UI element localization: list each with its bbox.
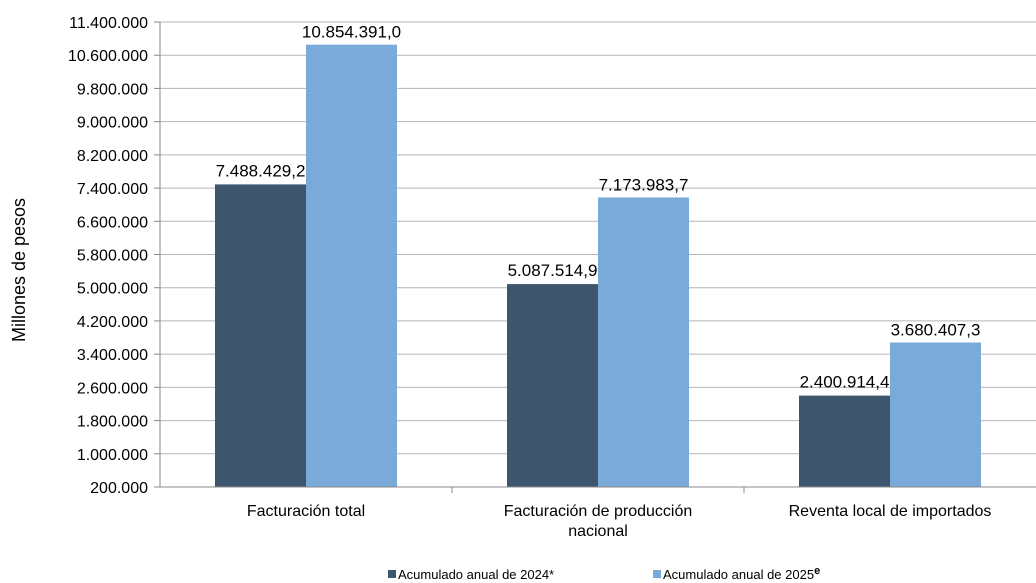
x-tick-label: Reventa local de importados: [789, 503, 992, 520]
bar: [598, 197, 689, 487]
y-tick-label: 8.200.000: [77, 148, 148, 165]
y-tick-label: 200.000: [90, 480, 148, 497]
data-label: 2.400.914,4: [800, 373, 890, 392]
y-tick-label: 3.400.000: [77, 347, 148, 364]
bar: [507, 284, 598, 487]
y-tick-label: 5.000.000: [77, 281, 148, 298]
legend-swatch: [388, 570, 396, 578]
legend: Acumulado anual de 2024* Acumulado anual …: [388, 565, 820, 582]
legend-superscript: e: [814, 565, 820, 577]
y-tick-label: 9.000.000: [77, 115, 148, 132]
bar: [306, 44, 397, 487]
y-tick-label: 11.400.000: [69, 15, 148, 32]
y-tick-label: 6.600.000: [77, 214, 148, 231]
y-tick-label: 4.200.000: [77, 314, 148, 331]
y-tick-label: 9.800.000: [77, 81, 148, 98]
y-tick-label: 7.400.000: [77, 181, 148, 198]
x-tick-label: nacional: [568, 523, 628, 540]
legend-label: Acumulado anual de 2025e: [663, 565, 820, 582]
x-tick-label: Facturación total: [247, 503, 365, 520]
data-label: 7.173.983,7: [599, 175, 689, 194]
data-labels: 7.488.429,2 10.854.391,0 5.087.514,9 7.173.…: [216, 23, 981, 392]
data-label: 3.680.407,3: [891, 321, 981, 340]
data-label: 10.854.391,0: [302, 23, 401, 42]
x-tick-label: Facturación de producción: [504, 503, 693, 520]
data-label: 7.488.429,2: [216, 161, 306, 180]
y-tick-label: 10.600.000: [68, 48, 148, 65]
legend-label: Acumulado anual de 2024*: [398, 567, 554, 582]
bar: [215, 184, 306, 488]
y-tick-label: 2.600.000: [77, 380, 148, 397]
y-axis-label: Millones de pesos: [9, 198, 29, 342]
y-tick-label: 1.000.000: [77, 447, 148, 464]
data-label: 5.087.514,9: [508, 261, 598, 280]
bar: [890, 342, 981, 487]
bars: [215, 44, 981, 488]
axes: [159, 22, 1036, 493]
legend-swatch: [653, 570, 661, 578]
y-axis-ticks: 200.000 1.000.000 1.800.000 2.600.000 3.400.…: [68, 15, 160, 497]
category-labels: Facturación total Facturación de producci…: [247, 503, 992, 540]
y-tick-label: 1.800.000: [77, 414, 148, 431]
y-tick-label: 5.800.000: [77, 248, 148, 265]
bar: [799, 395, 890, 487]
